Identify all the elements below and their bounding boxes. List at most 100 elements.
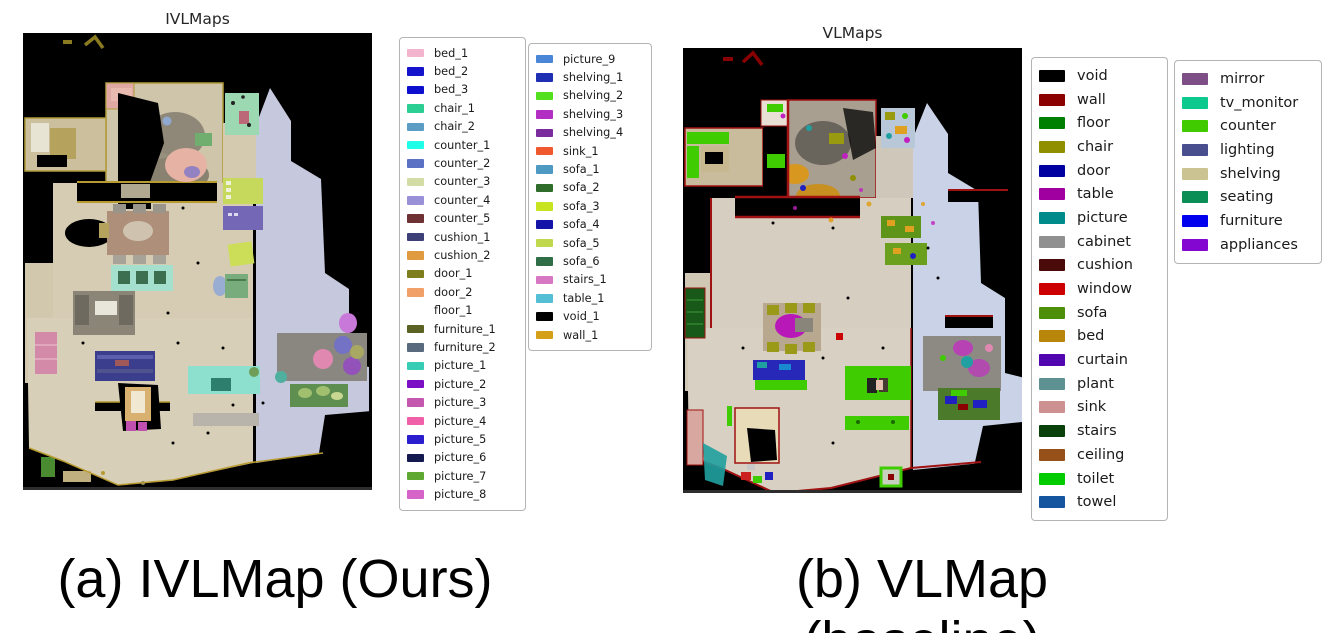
legend-label: sofa <box>1077 304 1108 321</box>
legend-swatch <box>407 453 424 463</box>
legend-swatch <box>536 91 553 101</box>
legend-swatch <box>536 54 553 64</box>
legend-label: floor_1 <box>434 304 473 318</box>
legend-item: sofa_1 <box>536 160 644 178</box>
legend-item: sofa <box>1039 301 1160 325</box>
legend-item: shelving_4 <box>536 124 644 142</box>
legend-item: picture_3 <box>407 393 518 411</box>
legend-label: table <box>1077 186 1114 203</box>
legend-item: tv_monitor <box>1182 91 1314 115</box>
legend-item: window <box>1039 277 1160 301</box>
legend-label: counter_5 <box>434 212 491 226</box>
legend-label: ceiling <box>1077 446 1125 463</box>
legend-swatch <box>407 67 424 76</box>
legend-swatch <box>1039 235 1065 248</box>
legend-swatch <box>536 73 553 82</box>
legend-swatch <box>407 122 424 131</box>
legend-item: furniture_1 <box>407 320 518 338</box>
legend-swatch <box>1182 191 1208 204</box>
legend-item: shelving_1 <box>536 68 644 86</box>
legend-label: toilet <box>1077 470 1115 487</box>
legend-label: towel <box>1077 494 1117 511</box>
legend-item: curtain <box>1039 348 1160 372</box>
legend-label: picture_6 <box>434 451 487 465</box>
legend-label: door_2 <box>434 285 473 299</box>
legend-label: bed_2 <box>434 65 469 79</box>
legend-swatch <box>1039 259 1065 272</box>
legend-label: picture_9 <box>563 52 616 66</box>
legend-label: wall_1 <box>563 328 599 342</box>
legend-item: counter <box>1182 114 1314 138</box>
legend-label: picture_5 <box>434 432 487 446</box>
legend-label: mirror <box>1220 70 1265 87</box>
legend-swatch <box>536 312 553 321</box>
legend-item: void_1 <box>536 307 644 325</box>
legend-item: sink_1 <box>536 142 644 160</box>
legend-item: chair_1 <box>407 99 518 117</box>
legend-swatch <box>407 306 424 315</box>
legend-swatch <box>1039 496 1065 509</box>
ivlmaps-title: IVLMaps <box>165 10 230 28</box>
legend-item: sofa_5 <box>536 234 644 252</box>
legend-item: cushion_2 <box>407 246 518 264</box>
legend-swatch <box>407 379 424 389</box>
legend-label: cushion <box>1077 257 1133 274</box>
legend-item: floor <box>1039 111 1160 135</box>
legend-swatch <box>1039 188 1065 201</box>
legend-swatch <box>407 85 424 95</box>
legend-item: bed <box>1039 325 1160 349</box>
legend-item: picture_9 <box>536 50 644 68</box>
legend-label: counter_2 <box>434 157 491 171</box>
legend-swatch <box>536 202 553 211</box>
legend-label: tv_monitor <box>1220 94 1299 111</box>
legend-item: door_2 <box>407 283 518 301</box>
legend-swatch <box>1182 238 1208 251</box>
legend-label: appliances <box>1220 236 1298 253</box>
legend-label: void_1 <box>563 310 600 324</box>
legend-label: shelving <box>1220 165 1281 182</box>
legend-swatch <box>407 48 424 58</box>
legend-swatch <box>1039 306 1065 319</box>
vlmaps-map-image <box>683 48 1022 493</box>
legend-swatch <box>407 159 424 168</box>
legend-label: furniture <box>1220 212 1283 229</box>
legend-swatch <box>1039 448 1065 461</box>
legend-item: picture_4 <box>407 412 518 430</box>
caption-b: (b) VLMap (baseline) <box>795 549 1049 633</box>
legend-swatch <box>1039 425 1065 438</box>
legend-item: picture_7 <box>407 467 518 485</box>
legend-swatch <box>407 361 424 371</box>
ivlmaps-legend-column-2: picture_9 shelving_1 shelving_2 shelving_3 s… <box>528 43 652 352</box>
legend-label: table_1 <box>563 291 605 305</box>
legend-swatch <box>407 471 424 481</box>
legend-label: furniture_1 <box>434 322 496 336</box>
legend-item: sofa_6 <box>536 252 644 270</box>
legend-swatch <box>1039 211 1065 224</box>
legend-item: door_1 <box>407 265 518 283</box>
legend-item: mirror <box>1182 67 1314 91</box>
legend-item: towel <box>1039 490 1160 514</box>
legend-label: counter_4 <box>434 193 491 207</box>
legend-swatch <box>1039 472 1065 485</box>
legend-label: sofa_5 <box>563 236 600 250</box>
legend-swatch <box>1039 117 1065 130</box>
legend-label: sink <box>1077 399 1107 416</box>
legend-label: floor <box>1077 115 1110 132</box>
legend-item: cabinet <box>1039 230 1160 254</box>
legend-swatch <box>1039 93 1065 106</box>
legend-item: seating <box>1182 185 1314 209</box>
legend-swatch <box>1039 140 1065 153</box>
legend-item: wall <box>1039 88 1160 112</box>
legend-label: sofa_3 <box>563 199 600 213</box>
legend-swatch <box>407 435 424 444</box>
legend-swatch <box>407 104 424 113</box>
legend-swatch <box>536 257 553 266</box>
legend-label: picture_3 <box>434 396 487 410</box>
legend-swatch <box>536 220 553 229</box>
legend-swatch <box>407 288 424 297</box>
legend-swatch <box>1039 164 1065 177</box>
legend-item: table <box>1039 182 1160 206</box>
legend-item: furniture <box>1182 209 1314 233</box>
legend-label: curtain <box>1077 352 1128 369</box>
